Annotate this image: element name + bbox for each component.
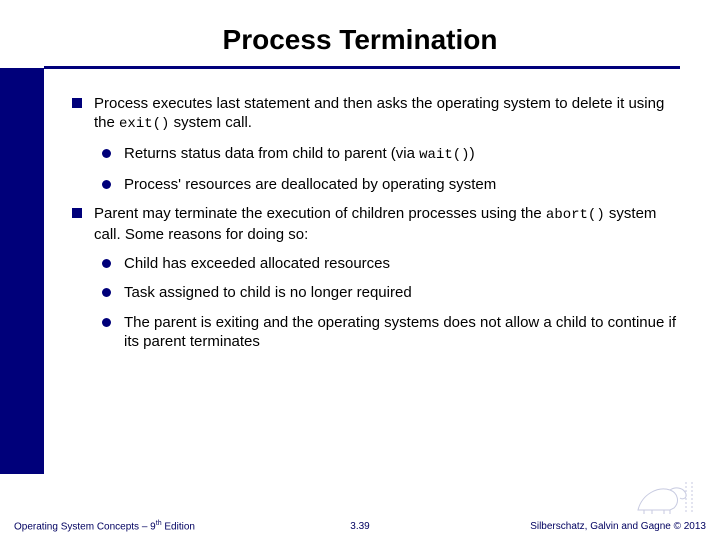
left-sidebar [0,68,44,474]
slide-body: Process executes last statement and then… [72,94,676,361]
bullet-1: Process executes last statement and then… [72,94,676,134]
text-fragment: Returns status data from child to parent… [124,145,419,162]
title-rule [44,66,680,69]
bullet-2-sub-3: The parent is exiting and the operating … [102,313,676,351]
bullet-2-sub-1-text: Child has exceeded allocated resources [124,255,390,272]
bullet-1-sub-1: Returns status data from child to parent… [102,144,676,165]
circle-bullet-icon [102,180,111,189]
bullet-1-text: Process executes last statement and then… [94,95,664,131]
bullet-2-sub-1: Child has exceeded allocated resources [102,254,676,273]
slide-title: Process Termination [0,24,720,56]
square-bullet-icon [72,208,82,218]
bullet-2-text: Parent may terminate the execution of ch… [94,205,656,243]
circle-bullet-icon [102,318,111,327]
text-fragment: Parent may terminate the execution of ch… [94,205,546,222]
bullet-2-sub-2-text: Task assigned to child is no longer requ… [124,284,412,301]
code-fragment: abort() [546,207,605,223]
slide: Process Termination Process executes las… [0,0,720,540]
square-bullet-icon [72,98,82,108]
bullet-2: Parent may terminate the execution of ch… [72,204,676,244]
code-fragment: exit() [119,116,169,132]
bullet-1-sub-2: Process' resources are deallocated by op… [102,175,676,194]
bullet-1-sub-1-text: Returns status data from child to parent… [124,145,475,162]
circle-bullet-icon [102,259,111,268]
text-fragment: ) [470,145,475,162]
circle-bullet-icon [102,149,111,158]
code-fragment: wait() [419,147,469,163]
text-fragment: system call. [169,114,252,131]
bullet-2-sub-3-text: The parent is exiting and the operating … [124,314,676,350]
bullet-1-sub-2-text: Process' resources are deallocated by op… [124,176,496,193]
circle-bullet-icon [102,288,111,297]
bullet-2-sub-2: Task assigned to child is no longer requ… [102,283,676,302]
slide-footer: Operating System Concepts – 9th Edition … [0,510,720,540]
footer-right: Silberschatz, Galvin and Gagne © 2013 [530,521,706,532]
